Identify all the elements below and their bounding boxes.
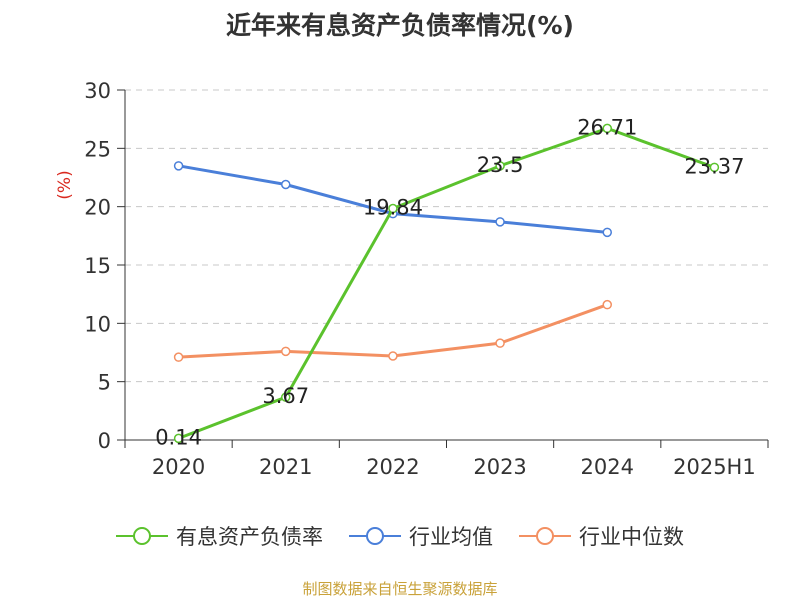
data-point <box>173 433 184 444</box>
y-tick-label: 15 <box>84 254 111 278</box>
data-point <box>388 351 398 361</box>
data-label: 23.5 <box>477 153 524 177</box>
x-tick-label: 2024 <box>581 455 634 479</box>
data-point <box>388 203 398 214</box>
y-tick-label: 25 <box>84 137 111 161</box>
data-point <box>281 346 291 357</box>
data-point <box>495 217 505 227</box>
legend-item-interest-debt-ratio[interactable]: 有息资产负债率 <box>116 521 323 551</box>
series-line-2 <box>178 303 608 359</box>
chart-title: 近年来有息资产负债率情况(%) <box>226 11 574 40</box>
data-point <box>709 162 720 173</box>
data-point <box>173 352 184 362</box>
x-tick-label: 2025H1 <box>673 455 756 479</box>
legend-swatch-green <box>116 527 168 545</box>
y-tick-label: 5 <box>98 371 111 395</box>
legend-swatch-blue <box>349 527 401 545</box>
x-tick-label: 2022 <box>366 455 419 479</box>
data-point <box>602 227 612 238</box>
y-tick-label: 30 <box>84 79 111 103</box>
y-tick-label: 0 <box>98 429 111 453</box>
legend-item-industry-median[interactable]: 行业中位数 <box>519 521 684 551</box>
legend-label: 行业均值 <box>409 525 493 549</box>
data-point <box>281 392 291 402</box>
y-tick-label: 20 <box>84 196 111 220</box>
legend-swatch-orange <box>519 527 571 545</box>
data-label: 0.14 <box>155 425 202 449</box>
data-point <box>495 161 505 171</box>
data-label: 3.67 <box>262 384 309 408</box>
x-tick-label: 2020 <box>152 455 205 479</box>
series-line-0 <box>178 126 715 440</box>
data-point <box>173 161 184 171</box>
y-axis-label: (%) <box>55 170 75 199</box>
data-source-note: 制图数据来自恒生聚源数据库 <box>302 580 498 598</box>
data-point <box>602 299 612 310</box>
legend-label: 有息资产负债率 <box>176 525 323 549</box>
data-point <box>495 338 505 348</box>
y-tick-label: 10 <box>84 312 111 336</box>
x-tick-label: 2023 <box>473 455 526 479</box>
legend: 有息资产负债率 行业均值 行业中位数 <box>0 520 800 552</box>
legend-item-industry-mean[interactable]: 行业均值 <box>349 521 493 551</box>
data-label: 26.71 <box>577 115 637 139</box>
data-point <box>281 179 291 190</box>
data-label: 19.84 <box>363 196 423 220</box>
data-label: 23.37 <box>684 154 744 178</box>
data-point <box>602 123 612 134</box>
legend-label: 行业中位数 <box>579 525 684 549</box>
x-tick-label: 2021 <box>259 455 312 479</box>
